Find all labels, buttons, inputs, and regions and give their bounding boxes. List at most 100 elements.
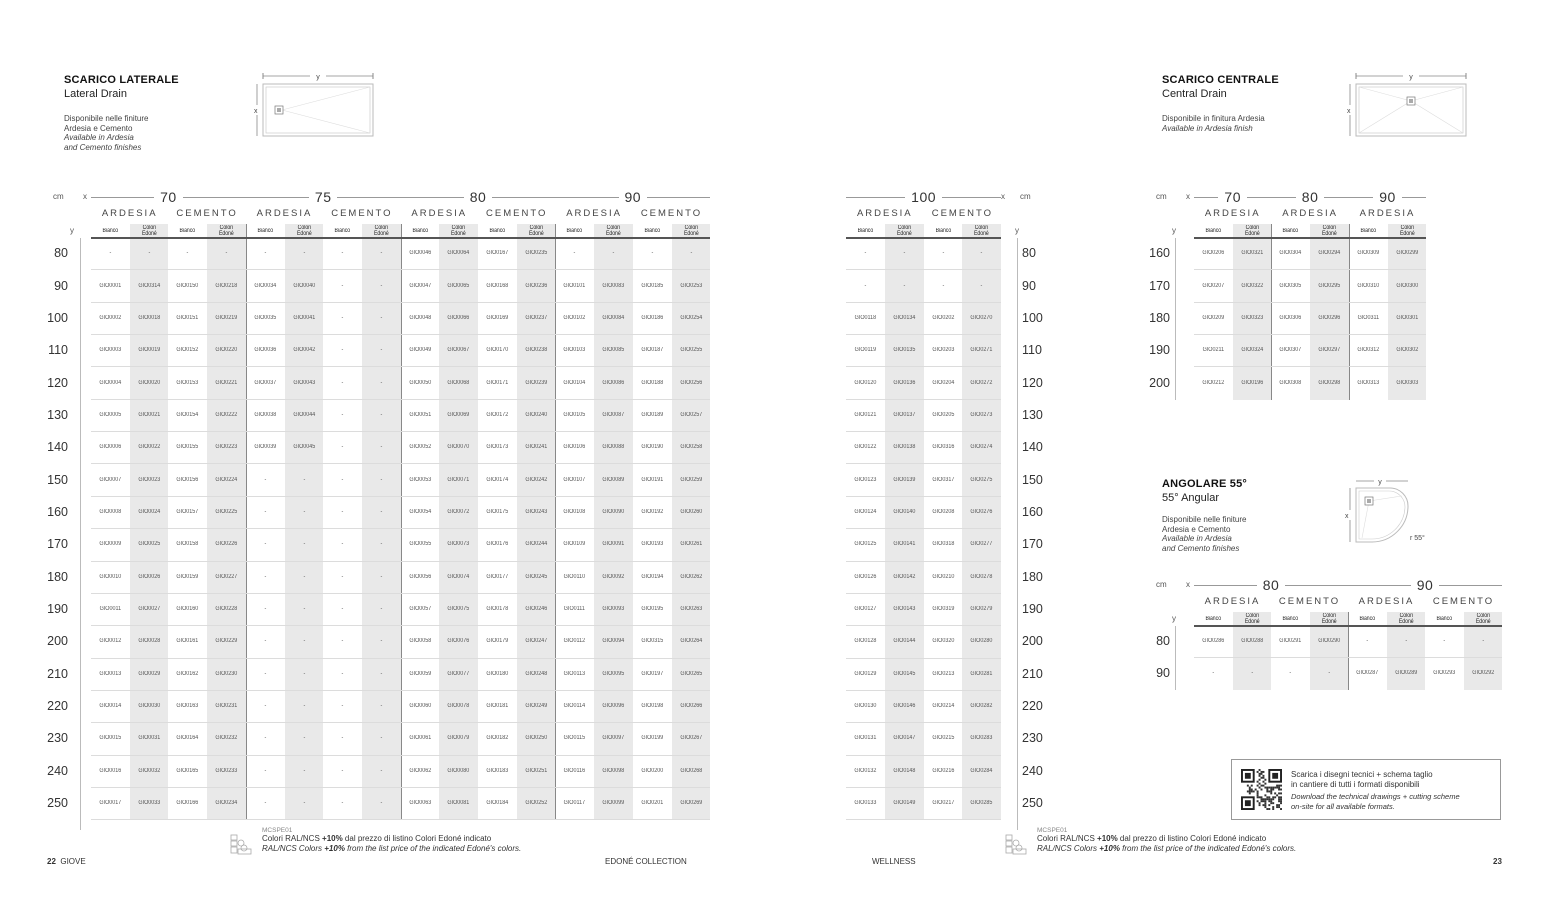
product-code: GIO0239 <box>525 379 547 386</box>
product-code: - <box>1289 670 1292 676</box>
row-divider <box>846 722 1002 724</box>
subheader-bianco: Bianco <box>857 228 874 234</box>
product-code: - <box>264 800 267 807</box>
product-code: - <box>302 573 305 580</box>
footnote-bold: +10% <box>1097 834 1118 843</box>
finish-label: ARDESIA <box>1359 208 1416 219</box>
product-code: GIO0040 <box>292 282 315 289</box>
product-code: GIO0085 <box>602 347 625 354</box>
footnote-text: Colori RAL/NCS <box>1037 834 1098 843</box>
subheader-colori-edone: Colori Edoné <box>442 225 475 237</box>
product-code: - <box>302 508 305 515</box>
product-code: GIO0022 <box>138 444 160 451</box>
product-code: GIO0181 <box>486 703 509 710</box>
y-dimension: 160 <box>47 504 68 519</box>
product-code: GIO0046 <box>408 250 431 257</box>
product-code: GIO0076 <box>447 638 470 645</box>
footnote-text: dal prezzo di listino Colori Edoné indic… <box>1117 834 1267 843</box>
subheader-colori-edone: Colori Edoné <box>1466 613 1499 625</box>
row-divider <box>846 560 1002 562</box>
product-code: GIO0170 <box>486 347 509 354</box>
subheader-colori-edone: Colori Edoné <box>1389 613 1422 625</box>
finish-description-central: Disponibile in finitura Ardesia Availabl… <box>1162 114 1265 133</box>
finish-label: ARDESIA <box>411 208 468 219</box>
row-divider <box>846 657 1002 659</box>
product-code: GIO0324 <box>1241 347 1263 354</box>
rule-line <box>1401 196 1427 198</box>
subheader-bianco: Bianco <box>179 228 196 234</box>
product-code: GIO0210 <box>932 573 954 580</box>
product-code: - <box>651 250 654 257</box>
footnote-text: dal prezzo di listino Colori Edoné indic… <box>342 834 492 843</box>
y-dimension: 200 <box>1149 375 1170 390</box>
product-code: - <box>341 508 344 515</box>
desc-it-line: Disponibile nelle finiture <box>64 114 149 123</box>
product-code: GIO0010 <box>99 573 122 580</box>
product-code: GIO0163 <box>176 703 199 710</box>
row-divider <box>91 334 711 336</box>
product-code: GIO0111 <box>564 606 586 613</box>
product-code: GIO0224 <box>215 476 238 483</box>
row-divider <box>91 463 711 465</box>
product-code: - <box>341 670 344 677</box>
product-code: - <box>341 735 344 742</box>
size-value: 80 <box>1262 577 1280 593</box>
product-code: GIO0267 <box>679 735 702 742</box>
product-code: - <box>264 638 267 645</box>
subheader-line: Edoné <box>219 231 234 237</box>
y-dimension: 160 <box>1149 246 1170 261</box>
finish-label: ARDESIA <box>101 208 158 219</box>
product-code: GIO0323 <box>1241 314 1263 321</box>
product-code: GIO0261 <box>679 541 702 548</box>
product-code: GIO0030 <box>138 703 160 710</box>
product-code: GIO0060 <box>408 703 431 710</box>
footnote-code: MCSPE01 <box>1037 827 1068 834</box>
subheader-line: Colori <box>1322 225 1337 231</box>
product-code: GIO0088 <box>602 444 625 451</box>
product-code: GIO0230 <box>215 670 238 677</box>
product-code: GIO0021 <box>138 411 160 418</box>
subheader-colori-edone: Colori Edoné <box>133 225 166 237</box>
finish-label: CEMENTO <box>331 208 393 219</box>
footnote-bold: +10% <box>324 843 345 853</box>
product-code: GIO0310 <box>1357 282 1380 289</box>
x-axis-label: x <box>1001 192 1005 201</box>
product-code: GIO0108 <box>563 508 586 515</box>
product-code: GIO0303 <box>1395 379 1418 386</box>
product-code: GIO0058 <box>408 638 431 645</box>
row-divider <box>91 431 711 433</box>
qr-code-icon[interactable] <box>1241 769 1282 810</box>
product-code: GIO0174 <box>486 476 509 483</box>
subheader-line: Colori <box>1400 225 1414 231</box>
rule-line <box>245 196 309 198</box>
product-code: GIO0065 <box>447 282 470 289</box>
rule-line <box>1194 584 1257 586</box>
product-code: - <box>148 250 150 257</box>
row-divider <box>846 366 1002 368</box>
product-code: GIO0169 <box>486 314 509 321</box>
product-code: GIO0156 <box>176 476 199 483</box>
product-code: GIO0071 <box>447 476 470 483</box>
product-code: GIO0052 <box>408 444 431 451</box>
footnote-text: RAL/NCS Colors <box>1037 843 1100 853</box>
size-header: 80 <box>400 189 556 205</box>
product-code: GIO0078 <box>447 703 470 710</box>
product-code: GIO0033 <box>138 800 160 807</box>
row-divider <box>846 301 1002 303</box>
download-text-en: on-site for all available formats. <box>1291 801 1395 811</box>
product-code: GIO0093 <box>602 606 625 613</box>
subheader-colori-edone: Colori Edoné <box>287 225 320 237</box>
product-code: GIO0246 <box>525 606 547 613</box>
product-code: GIO0191 <box>641 476 664 483</box>
product-code: GIO0190 <box>641 444 664 451</box>
y-axis-label: y <box>70 226 74 235</box>
product-code: GIO0269 <box>679 800 702 807</box>
subheader-line: Colori <box>297 225 311 231</box>
product-code: GIO0260 <box>679 508 702 515</box>
product-code: GIO0148 <box>893 767 916 774</box>
subheader-line: Edoné <box>1321 619 1337 625</box>
page-label-right: WELLNESS <box>872 857 916 866</box>
y-dimension: 90 <box>1022 278 1036 293</box>
product-code: - <box>380 250 383 257</box>
product-code: GIO0225 <box>215 508 238 515</box>
